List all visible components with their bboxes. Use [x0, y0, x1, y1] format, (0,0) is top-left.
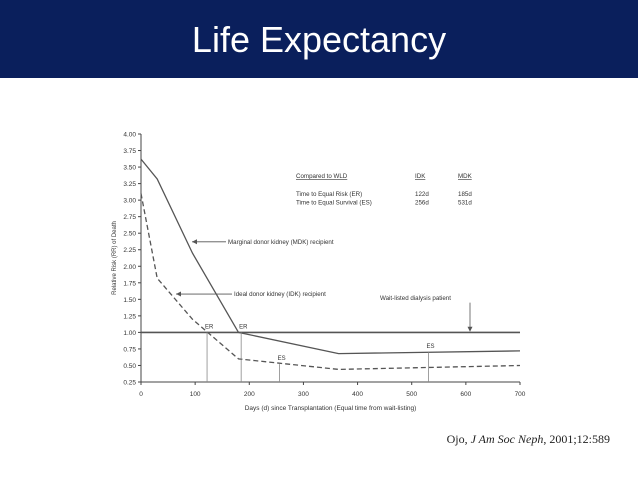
mdk-arrow-head	[192, 239, 197, 245]
table-cell: 531d	[458, 200, 472, 207]
y-tick-label: 3.50	[123, 165, 136, 172]
x-tick-label: 600	[460, 391, 471, 398]
x-tick-label: 300	[298, 391, 309, 398]
citation-author: Ojo,	[446, 432, 471, 446]
y-tick-label: 1.25	[123, 313, 136, 320]
y-tick-label: 0.25	[123, 380, 136, 387]
slide-title: Life Expectancy	[191, 19, 447, 60]
y-tick-label: 4.00	[123, 132, 136, 139]
y-tick-label: 0.50	[123, 363, 136, 370]
table-cell: Time to Equal Survival (ES)	[296, 200, 372, 207]
table-cell: 256d	[415, 200, 429, 207]
x-tick-label: 400	[352, 391, 363, 398]
series-label-idk: Ideal donor kidney (IDK) recipient	[234, 291, 326, 298]
table-cell: 122d	[415, 191, 429, 198]
marker-label: ES	[426, 344, 434, 350]
y-axis-label: Relative Risk (RR) of Death	[112, 221, 118, 295]
wld-arrow-head	[467, 326, 473, 332]
idk-arrow-head	[176, 291, 181, 297]
y-tick-label: 2.00	[123, 264, 136, 271]
citation-journal: J Am Soc Neph	[470, 432, 544, 446]
table-cell: 185d	[458, 191, 472, 198]
x-axis-label: Days (d) since Transplantation (Equal ti…	[245, 405, 417, 412]
series-line-1	[140, 193, 521, 371]
y-tick-label: 2.75	[123, 214, 136, 221]
marker-label: ER	[239, 324, 248, 330]
y-tick-label: 2.25	[123, 247, 136, 254]
table-header: Compared to WLD	[296, 173, 348, 180]
x-tick-label: 200	[244, 391, 255, 398]
citation: Ojo, J Am Soc Neph, 2001;12:589	[380, 432, 610, 447]
marker-label: ES	[278, 356, 286, 362]
x-tick-label: 0	[139, 391, 143, 398]
series-label-mdk: Marginal donor kidney (MDK) recipient	[228, 239, 334, 246]
y-tick-label: 1.50	[123, 297, 136, 304]
series-line-0	[140, 158, 521, 355]
table-cell: Time to Equal Risk (ER)	[296, 191, 362, 198]
x-tick-label: 700	[515, 391, 526, 398]
x-tick-label: 100	[190, 391, 201, 398]
citation-rest: , 2001;12:589	[543, 432, 610, 446]
table-header: IDK	[415, 173, 426, 180]
y-tick-label: 2.50	[123, 231, 136, 238]
y-tick-label: 1.75	[123, 280, 136, 287]
series-label-wld: Wait-listed dialysis patient	[380, 295, 451, 302]
y-tick-label: 0.75	[123, 346, 136, 353]
title-bar	[0, 0, 638, 78]
marker-label: ER	[205, 324, 214, 330]
table-header: MDK	[458, 173, 473, 180]
y-tick-label: 1.00	[123, 330, 136, 337]
y-tick-label: 3.75	[123, 148, 136, 155]
x-tick-label: 500	[406, 391, 417, 398]
y-tick-label: 3.25	[123, 181, 136, 188]
y-tick-label: 3.00	[123, 198, 136, 205]
